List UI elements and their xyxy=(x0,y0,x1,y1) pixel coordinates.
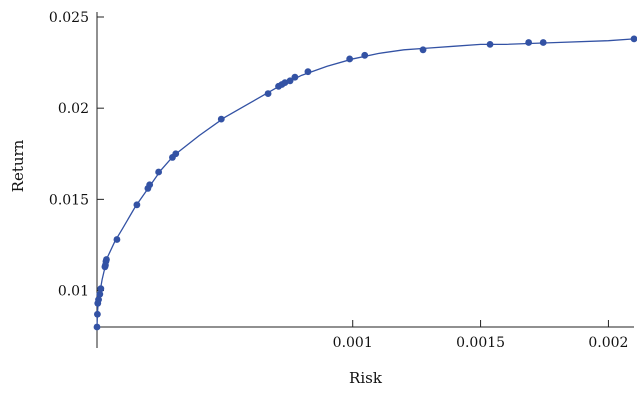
data-point xyxy=(133,201,141,209)
y-axis-label: Return xyxy=(9,139,27,192)
data-point xyxy=(286,77,294,85)
data-point xyxy=(97,285,105,293)
data-point xyxy=(95,296,102,304)
data-point xyxy=(304,68,312,76)
x-tick-label: 0.0015 xyxy=(456,335,505,351)
data-point xyxy=(94,310,101,318)
data-point xyxy=(96,290,104,298)
frontier-curve-line xyxy=(96,38,635,328)
data-point xyxy=(419,46,427,54)
data-point xyxy=(93,323,101,331)
ticks-group: 0.001 0.0015 0.002 0.01 0.015 0.02 0.025 xyxy=(49,10,629,351)
axes-group xyxy=(96,12,634,348)
data-point xyxy=(291,73,299,81)
y-tick-label: 0.025 xyxy=(49,10,89,26)
x-tick-label: 0.001 xyxy=(333,335,373,351)
y-tick-label: 0.02 xyxy=(58,101,89,117)
x-tick-label: 0.002 xyxy=(588,335,628,351)
data-point xyxy=(630,35,637,43)
data-point xyxy=(525,39,533,46)
data-point xyxy=(113,236,121,243)
y-tick-label: 0.015 xyxy=(49,192,89,208)
data-point xyxy=(539,39,547,46)
data-point xyxy=(172,150,180,158)
data-point xyxy=(146,181,154,189)
data-point xyxy=(346,55,354,63)
y-tick-label: 0.01 xyxy=(58,284,89,300)
points-group xyxy=(93,35,637,331)
data-point xyxy=(486,40,494,48)
data-point xyxy=(217,115,225,123)
data-point xyxy=(361,51,369,59)
data-point xyxy=(155,168,163,176)
x-axis-label: Risk xyxy=(349,369,383,387)
data-point xyxy=(281,79,289,87)
data-point xyxy=(264,90,272,97)
data-point xyxy=(103,256,110,263)
